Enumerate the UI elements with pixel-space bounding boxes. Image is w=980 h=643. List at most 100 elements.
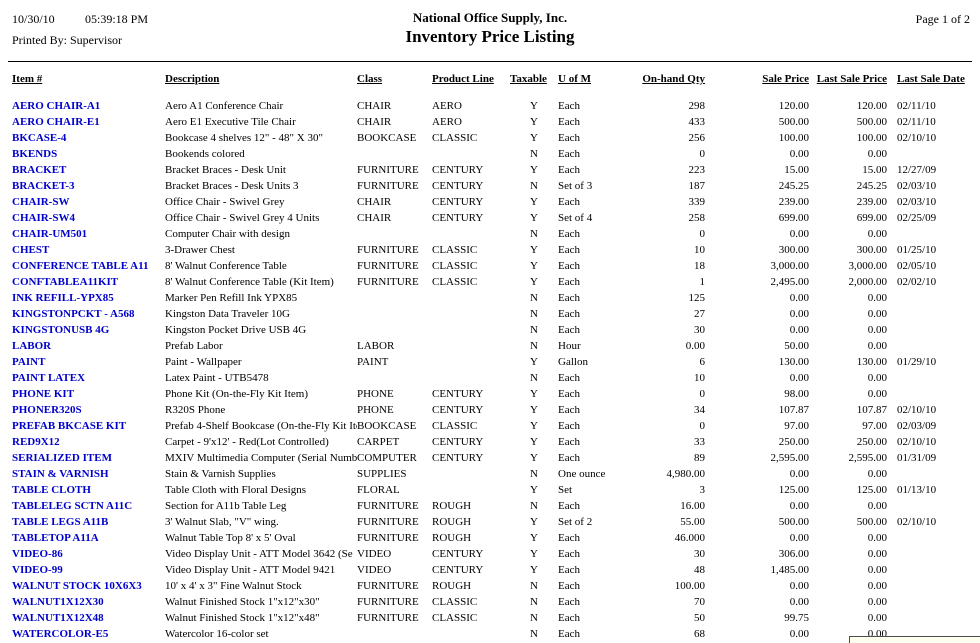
item-number-link[interactable]: CONFTABLEA11KIT xyxy=(12,276,119,288)
item-number-link[interactable]: AERO CHAIR-E1 xyxy=(12,116,100,128)
item-number-link[interactable]: CONFERENCE TABLE A11 xyxy=(12,260,149,272)
item-last-sale-date: 02/10/10 xyxy=(897,436,937,448)
item-number-link[interactable]: AERO CHAIR-A1 xyxy=(12,100,101,112)
item-number-link[interactable]: TABLE LEGS A11B xyxy=(12,516,109,528)
table-row: BRACKET Bracket Braces - Desk Unit FURNI… xyxy=(12,162,972,178)
item-uofm: Each xyxy=(558,292,580,304)
item-product-line: CLASSIC xyxy=(432,612,478,624)
item-onhand-qty: 339 xyxy=(688,196,706,208)
item-sale-price: 2,495.00 xyxy=(770,276,810,288)
item-number-link[interactable]: WALNUT1X12X48 xyxy=(12,612,104,624)
table-row: CHEST 3-Drawer Chest FURNITURE CLASSIC Y… xyxy=(12,242,972,258)
item-class: PHONE xyxy=(357,388,394,400)
item-taxable: Y xyxy=(530,100,538,112)
item-last-sale-date xyxy=(891,498,972,514)
table-row: CHAIR-UM501 Computer Chair with design N… xyxy=(12,226,972,242)
item-taxable: Y xyxy=(530,564,538,576)
item-number-link[interactable]: WATERCOLOR-E5 xyxy=(12,628,109,640)
item-number-link[interactable]: RED9X12 xyxy=(12,436,60,448)
table-row: TABLE CLOTH Table Cloth with Floral Desi… xyxy=(12,482,972,498)
item-description: Aero A1 Conference Chair xyxy=(165,100,284,112)
item-last-sale-price: 3,000.00 xyxy=(848,260,888,272)
item-number-link[interactable]: STAIN & VARNISH xyxy=(12,468,109,480)
item-last-sale-date xyxy=(891,306,972,322)
item-class: CHAIR xyxy=(357,116,392,128)
item-number-link[interactable]: WALNUT STOCK 10X6X3 xyxy=(12,580,142,592)
item-onhand-qty: 3 xyxy=(699,484,706,496)
item-class: COMPUTER xyxy=(357,452,417,464)
item-number-link[interactable]: BRACKET xyxy=(12,164,67,176)
item-number-link[interactable]: WALNUT1X12X30 xyxy=(12,596,104,608)
item-uofm: Each xyxy=(558,452,580,464)
item-number-link[interactable]: CHEST xyxy=(12,244,50,256)
item-class: BOOKCASE xyxy=(357,420,417,432)
table-header-row: Item # Description Class Product Line Ta… xyxy=(12,72,972,98)
item-uofm: Each xyxy=(558,228,580,240)
item-description: 3-Drawer Chest xyxy=(165,244,235,256)
item-taxable: N xyxy=(530,180,538,192)
item-number-link[interactable]: VIDEO-99 xyxy=(12,564,63,576)
item-number-link[interactable]: TABLE CLOTH xyxy=(12,484,91,496)
item-taxable: Y xyxy=(530,116,538,128)
item-uofm: Set of 3 xyxy=(558,180,593,192)
item-number-link[interactable]: BKCASE-4 xyxy=(12,132,67,144)
item-taxable: Y xyxy=(530,356,538,368)
item-last-sale-date: 02/10/10 xyxy=(897,404,937,416)
item-taxable: N xyxy=(530,292,538,304)
item-product-line xyxy=(432,354,510,370)
item-last-sale-date: 02/02/10 xyxy=(897,276,937,288)
item-number-link[interactable]: LABOR xyxy=(12,340,52,352)
item-number-link[interactable]: BRACKET-3 xyxy=(12,180,75,192)
item-number-link[interactable]: PAINT LATEX xyxy=(12,372,86,384)
item-uofm: Each xyxy=(558,500,580,512)
item-sale-price: 699.00 xyxy=(778,212,809,224)
column-header-last-sale-price: Last Sale Price xyxy=(816,73,887,85)
item-last-sale-date: 02/10/10 xyxy=(897,132,937,144)
item-sale-price: 0.00 xyxy=(789,468,809,480)
item-sale-price: 0.00 xyxy=(789,308,809,320)
item-last-sale-date xyxy=(891,594,972,610)
item-uofm: Hour xyxy=(558,340,581,352)
table-row: TABLELEG SCTN A11C Section for A11b Tabl… xyxy=(12,498,972,514)
item-last-sale-price: 245.25 xyxy=(856,180,887,192)
item-number-link[interactable]: CHAIR-UM501 xyxy=(12,228,88,240)
item-product-line xyxy=(432,306,510,322)
item-class: FURNITURE xyxy=(357,260,419,272)
item-number-link[interactable]: PHONE KIT xyxy=(12,388,75,400)
item-uofm: Each xyxy=(558,324,580,336)
item-onhand-qty: 33 xyxy=(694,436,705,448)
item-product-line: CENTURY xyxy=(432,388,484,400)
item-number-link[interactable]: KINGSTONPCKT - A568 xyxy=(12,308,135,320)
item-taxable: N xyxy=(530,500,538,512)
table-row: TABLETOP A11A Walnut Table Top 8' x 5' O… xyxy=(12,530,972,546)
item-number-link[interactable]: PHONER320S xyxy=(12,404,82,416)
item-number-link[interactable]: SERIALIZED ITEM xyxy=(12,452,112,464)
item-taxable: Y xyxy=(530,516,538,528)
item-number-link[interactable]: TABLELEG SCTN A11C xyxy=(12,500,133,512)
item-sale-price: 3,000.00 xyxy=(770,260,810,272)
item-onhand-qty: 55.00 xyxy=(680,516,705,528)
item-number-link[interactable]: KINGSTONUSB 4G xyxy=(12,324,110,336)
item-last-sale-date xyxy=(891,146,972,162)
table-row: KINGSTONUSB 4G Kingston Pocket Drive USB… xyxy=(12,322,972,338)
item-number-link[interactable]: PREFAB BKCASE KIT xyxy=(12,420,127,432)
item-number-link[interactable]: PAINT xyxy=(12,356,46,368)
item-sale-price: 120.00 xyxy=(778,100,809,112)
item-sale-price: 0.00 xyxy=(789,500,809,512)
item-onhand-qty: 256 xyxy=(688,132,706,144)
item-last-sale-date xyxy=(891,226,972,242)
item-description: Bracket Braces - Desk Units 3 xyxy=(165,180,299,192)
item-last-sale-price: 97.00 xyxy=(862,420,887,432)
item-number-link[interactable]: VIDEO-86 xyxy=(12,548,63,560)
item-number-link[interactable]: CHAIR-SW xyxy=(12,196,70,208)
item-number-link[interactable]: TABLETOP A11A xyxy=(12,532,99,544)
item-number-link[interactable]: BKENDS xyxy=(12,148,58,160)
item-class: CHAIR xyxy=(357,212,392,224)
item-number-link[interactable]: CHAIR-SW4 xyxy=(12,212,75,224)
item-number-link[interactable]: INK REFILL-YPX85 xyxy=(12,292,114,304)
item-description: R320S Phone xyxy=(165,404,226,416)
item-onhand-qty: 100.00 xyxy=(674,580,705,592)
item-product-line: CENTURY xyxy=(432,164,484,176)
item-last-sale-date: 01/25/10 xyxy=(897,244,937,256)
item-class: FLORAL xyxy=(357,484,400,496)
